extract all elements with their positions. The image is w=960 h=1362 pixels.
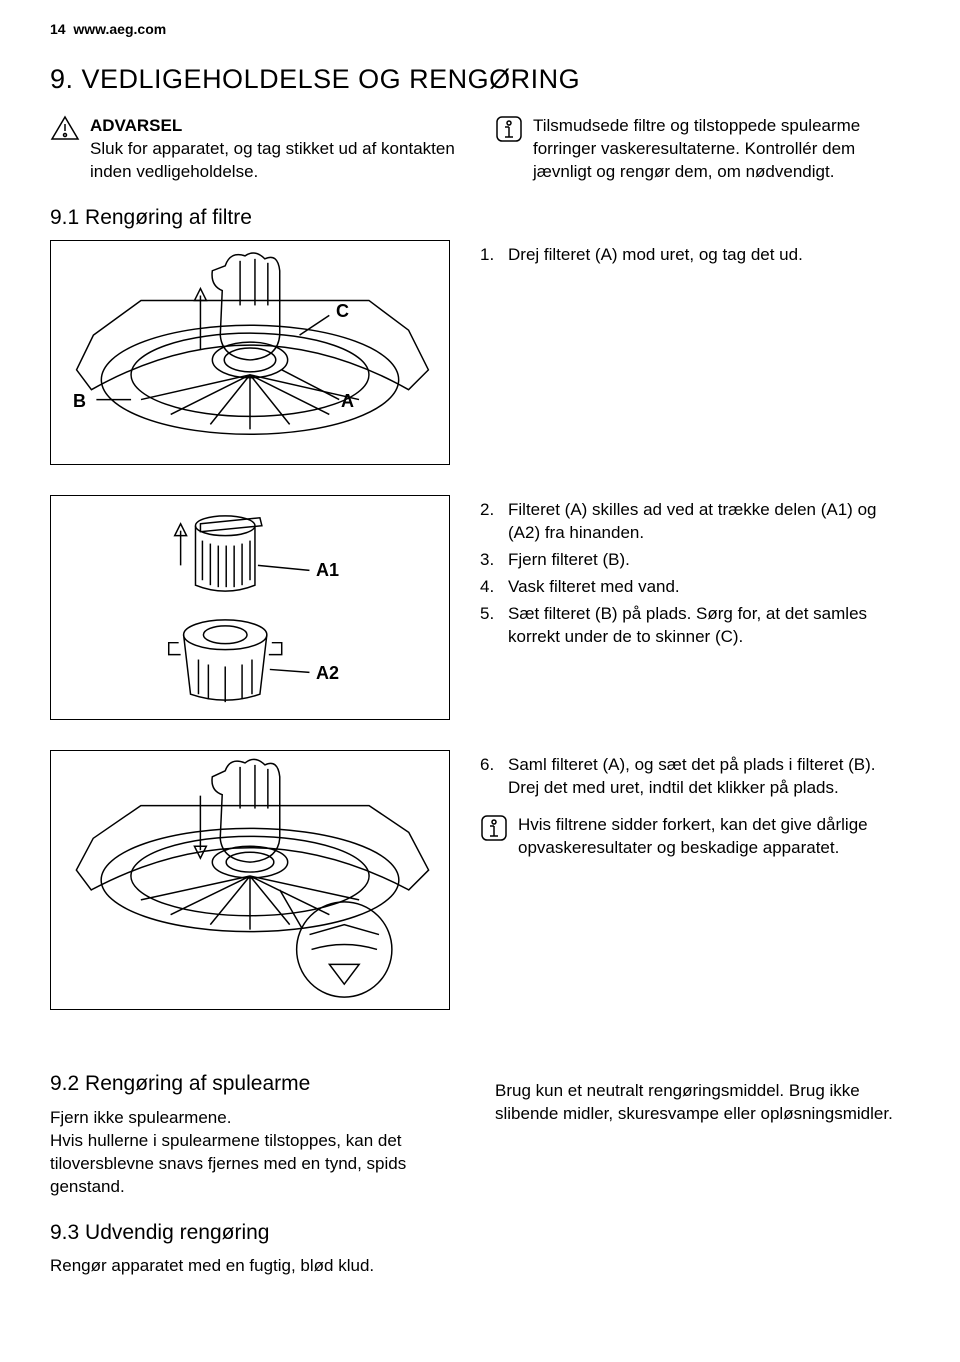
section-93-p1: Rengør apparatet med en fugtig, blød klu… (50, 1255, 465, 1278)
page-header: 14 www.aeg.com (50, 20, 910, 39)
intro-columns: ADVARSEL Sluk for apparatet, og tag stik… (50, 115, 910, 184)
figure-label-b: B (73, 389, 86, 413)
section-91-heading: 9.1 Rengøring af filtre (50, 204, 910, 232)
page-number: 14 (50, 21, 66, 37)
step-1-text: 1.Drej filteret (A) mod uret, og tag det… (480, 240, 910, 465)
info-text-2: Hvis filtrene sidder forkert, kan det gi… (518, 814, 910, 860)
step-3-body: Fjern filteret (B). (508, 549, 630, 572)
step-2-num: 2. (480, 499, 508, 545)
step-row-3: 6.Saml filteret (A), og sæt det på plads… (50, 750, 910, 1010)
right-col-p1: Brug kun et neutralt rengøringsmiddel. B… (495, 1080, 910, 1126)
figure-label-a1: A1 (316, 558, 339, 582)
step-3-num: 3. (480, 549, 508, 572)
step-6-text: 6.Saml filteret (A), og sæt det på plads… (480, 750, 910, 1010)
step-1-num: 1. (480, 244, 508, 267)
figure-label-a2: A2 (316, 661, 339, 685)
warning-block: ADVARSEL Sluk for apparatet, og tag stik… (50, 115, 465, 184)
step-row-1: C B A 1.Drej filteret (A) mod uret, og t… (50, 240, 910, 465)
bottom-columns: 9.2 Rengøring af spulearme Fjern ikke sp… (50, 1050, 910, 1277)
step-5-num: 5. (480, 603, 508, 649)
site-url: www.aeg.com (73, 21, 166, 37)
step-row-2: A1 A2 2.Filteret (A) skilles ad ved at t… (50, 495, 910, 720)
step-1-body: Drej filteret (A) mod uret, og tag det u… (508, 244, 803, 267)
section-93-heading: 9.3 Udvendig rengøring (50, 1219, 465, 1247)
section-92-p1: Fjern ikke spulearmene. (50, 1107, 465, 1130)
main-heading: 9. VEDLIGEHOLDELSE OG RENGØRING (50, 61, 910, 97)
warning-triangle-icon (50, 115, 80, 141)
section-92-heading: 9.2 Rengøring af spulearme (50, 1070, 465, 1098)
info-block-1: Tilsmudsede filtre og tilstoppede spulea… (495, 115, 910, 184)
figure-filter-base: C B A (50, 240, 450, 465)
figure-reassemble (50, 750, 450, 1010)
info-text-1: Tilsmudsede filtre og tilstoppede spulea… (533, 115, 910, 184)
step-4-body: Vask filteret med vand. (508, 576, 680, 599)
step-6-body: Saml filteret (A), og sæt det på plads i… (508, 754, 910, 800)
info-icon (480, 814, 508, 842)
figure-label-c: C (336, 299, 349, 323)
step-4-num: 4. (480, 576, 508, 599)
step-6-num: 6. (480, 754, 508, 800)
info-block-2: Hvis filtrene sidder forkert, kan det gi… (480, 814, 910, 860)
figure-label-a: A (341, 389, 354, 413)
section-92-p2: Hvis hullerne i spulearmene tilstoppes, … (50, 1130, 465, 1199)
step-2-body: Filteret (A) skilles ad ved at trække de… (508, 499, 910, 545)
info-icon (495, 115, 523, 143)
figure-filter-parts: A1 A2 (50, 495, 450, 720)
warning-text: Sluk for apparatet, og tag stikket ud af… (90, 138, 465, 184)
steps-2-5-text: 2.Filteret (A) skilles ad ved at trække … (480, 495, 910, 720)
step-5-body: Sæt filteret (B) på plads. Sørg for, at … (508, 603, 910, 649)
warning-title: ADVARSEL (90, 115, 465, 138)
